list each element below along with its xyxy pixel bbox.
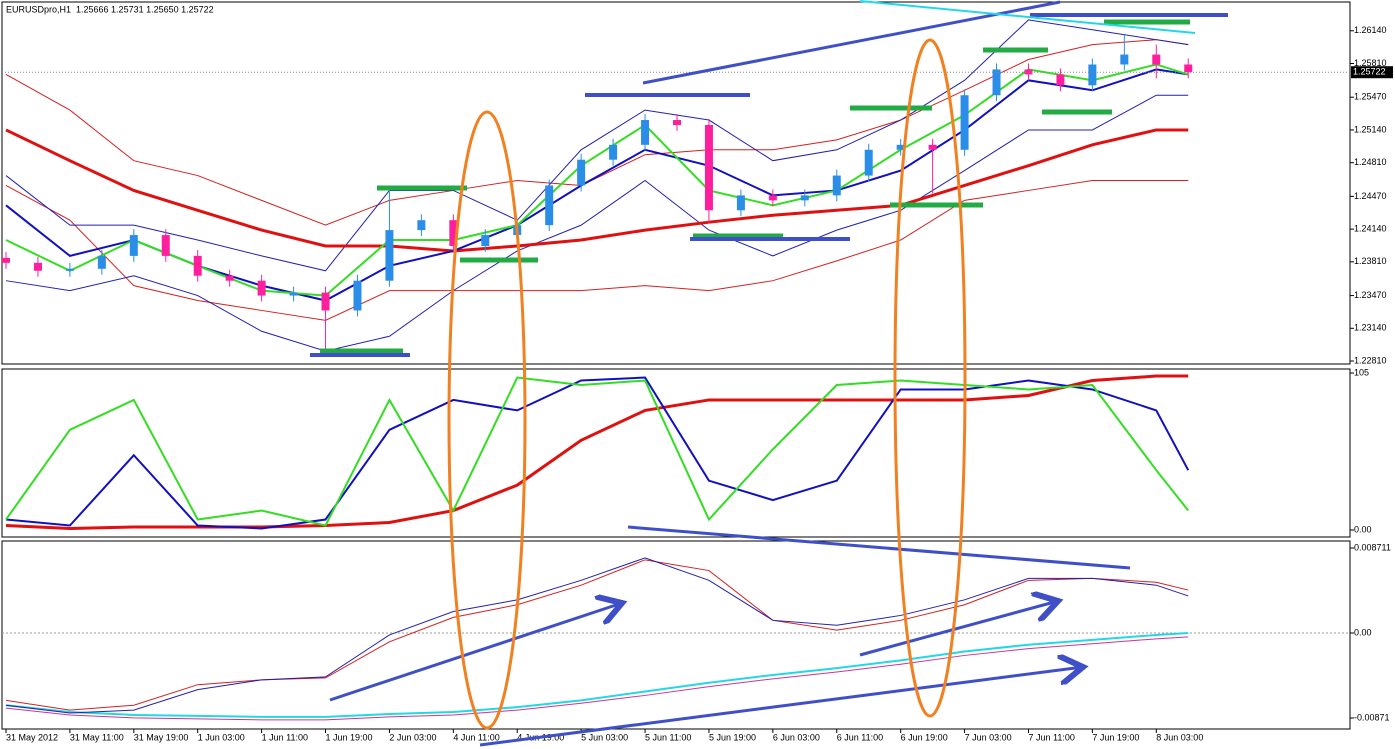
candle-body — [1056, 74, 1065, 86]
x-tick-label: 8 Jun 03:00 — [1156, 732, 1203, 742]
y-tick-label: -0.00871 — [1354, 712, 1390, 722]
y-tick-label: 1.25140 — [1354, 124, 1387, 134]
candle-body — [832, 175, 841, 196]
x-tick-label: 7 Jun 11:00 — [1028, 732, 1074, 742]
candle-body — [513, 225, 522, 236]
x-tick-label: 4 Jun 19:00 — [517, 732, 564, 742]
candle-body — [33, 262, 42, 271]
candle-body — [704, 124, 713, 211]
candle-body — [385, 230, 394, 281]
candle-body — [417, 220, 426, 231]
x-tick-label: 1 Jun 03:00 — [198, 732, 245, 742]
candle-body — [1184, 64, 1193, 73]
candle-body — [257, 280, 266, 296]
x-tick-label: 5 Jun 11:00 — [645, 732, 691, 742]
x-tick-label: 6 Jun 03:00 — [773, 732, 820, 742]
x-tick-label: 6 Jun 11:00 — [837, 732, 883, 742]
x-tick-label: 7 Jun 19:00 — [1092, 732, 1139, 742]
candle-body — [864, 149, 873, 176]
candle-body — [225, 275, 234, 281]
candle-body — [992, 69, 1001, 96]
y-tick-label: 1.23140 — [1354, 323, 1387, 333]
candle-body — [1088, 64, 1097, 86]
indicator-line — [5, 557, 1189, 714]
candle-body — [577, 159, 586, 186]
indicator-line — [5, 374, 1189, 530]
indicator-line — [5, 559, 1189, 711]
x-tick-label: 5 Jun 03:00 — [581, 732, 628, 742]
y-tick-label: 105 — [1354, 367, 1369, 377]
y-tick-label: 1.26140 — [1354, 25, 1387, 35]
indicator-line — [5, 180, 1189, 321]
y-tick-label: 1.24140 — [1354, 223, 1387, 233]
candle-body — [1, 257, 10, 263]
indicator-line — [5, 128, 1189, 253]
candle-body — [481, 235, 490, 246]
y-tick-label: 1.25810 — [1354, 58, 1387, 68]
price-tag — [1351, 66, 1393, 79]
y-tick-label: 1.23470 — [1354, 290, 1387, 300]
y-tick-label: 1.23810 — [1354, 256, 1387, 266]
candle-body — [65, 268, 74, 271]
candle-body — [353, 280, 362, 311]
chart-title: EURUSDpro,H1 1.25666 1.25731 1.25650 1.2… — [6, 4, 214, 14]
candle-body — [896, 144, 905, 150]
x-tick-label: 1 Jun 19:00 — [326, 732, 373, 742]
x-tick-label: 5 Jun 19:00 — [709, 732, 756, 742]
candle-body — [289, 292, 298, 296]
x-tick-label: 31 May 11:00 — [70, 732, 124, 742]
y-tick-label: 1.24810 — [1354, 157, 1387, 167]
candle-body — [672, 120, 681, 125]
candle-body — [768, 195, 777, 201]
y-tick-label: 0.00 — [1354, 524, 1372, 534]
x-tick-label: 2 Jun 03:00 — [389, 732, 436, 742]
candle-body — [545, 185, 554, 226]
candle-body — [321, 292, 330, 311]
y-tick-label: 1.24470 — [1354, 191, 1387, 201]
candle-body — [1152, 54, 1161, 65]
x-tick-label: 7 Jun 03:00 — [965, 732, 1012, 742]
candle-body — [928, 144, 937, 150]
x-tick-label: 6 Jun 19:00 — [901, 732, 948, 742]
y-tick-label: 0.00 — [1354, 627, 1372, 637]
y-tick-label: 1.22810 — [1354, 355, 1387, 365]
candle-body — [97, 255, 106, 269]
x-tick-label: 31 May 19:00 — [134, 732, 189, 742]
candle-body — [161, 235, 170, 256]
x-tick-label: 31 May 2012 — [6, 732, 58, 742]
indicator-line — [5, 376, 1190, 527]
candle-body — [960, 95, 969, 150]
candle-body — [1120, 54, 1129, 65]
x-tick-label: 4 Jun 11:00 — [453, 732, 499, 742]
candle-body — [449, 220, 458, 246]
candle-body — [736, 195, 745, 211]
y-tick-label: 1.25470 — [1354, 92, 1387, 102]
candle-body — [193, 255, 202, 276]
candle-body — [641, 120, 650, 145]
candle-body — [800, 195, 809, 201]
price-tag-label: 1.25722 — [1353, 67, 1386, 77]
y-tick-label: 0.008711 — [1354, 542, 1391, 552]
candle-body — [609, 144, 618, 160]
x-tick-label: 1 Jun 11:00 — [262, 732, 308, 742]
indicator-line — [5, 376, 1190, 530]
indicator-line — [5, 94, 1189, 352]
candle-body — [129, 235, 138, 256]
